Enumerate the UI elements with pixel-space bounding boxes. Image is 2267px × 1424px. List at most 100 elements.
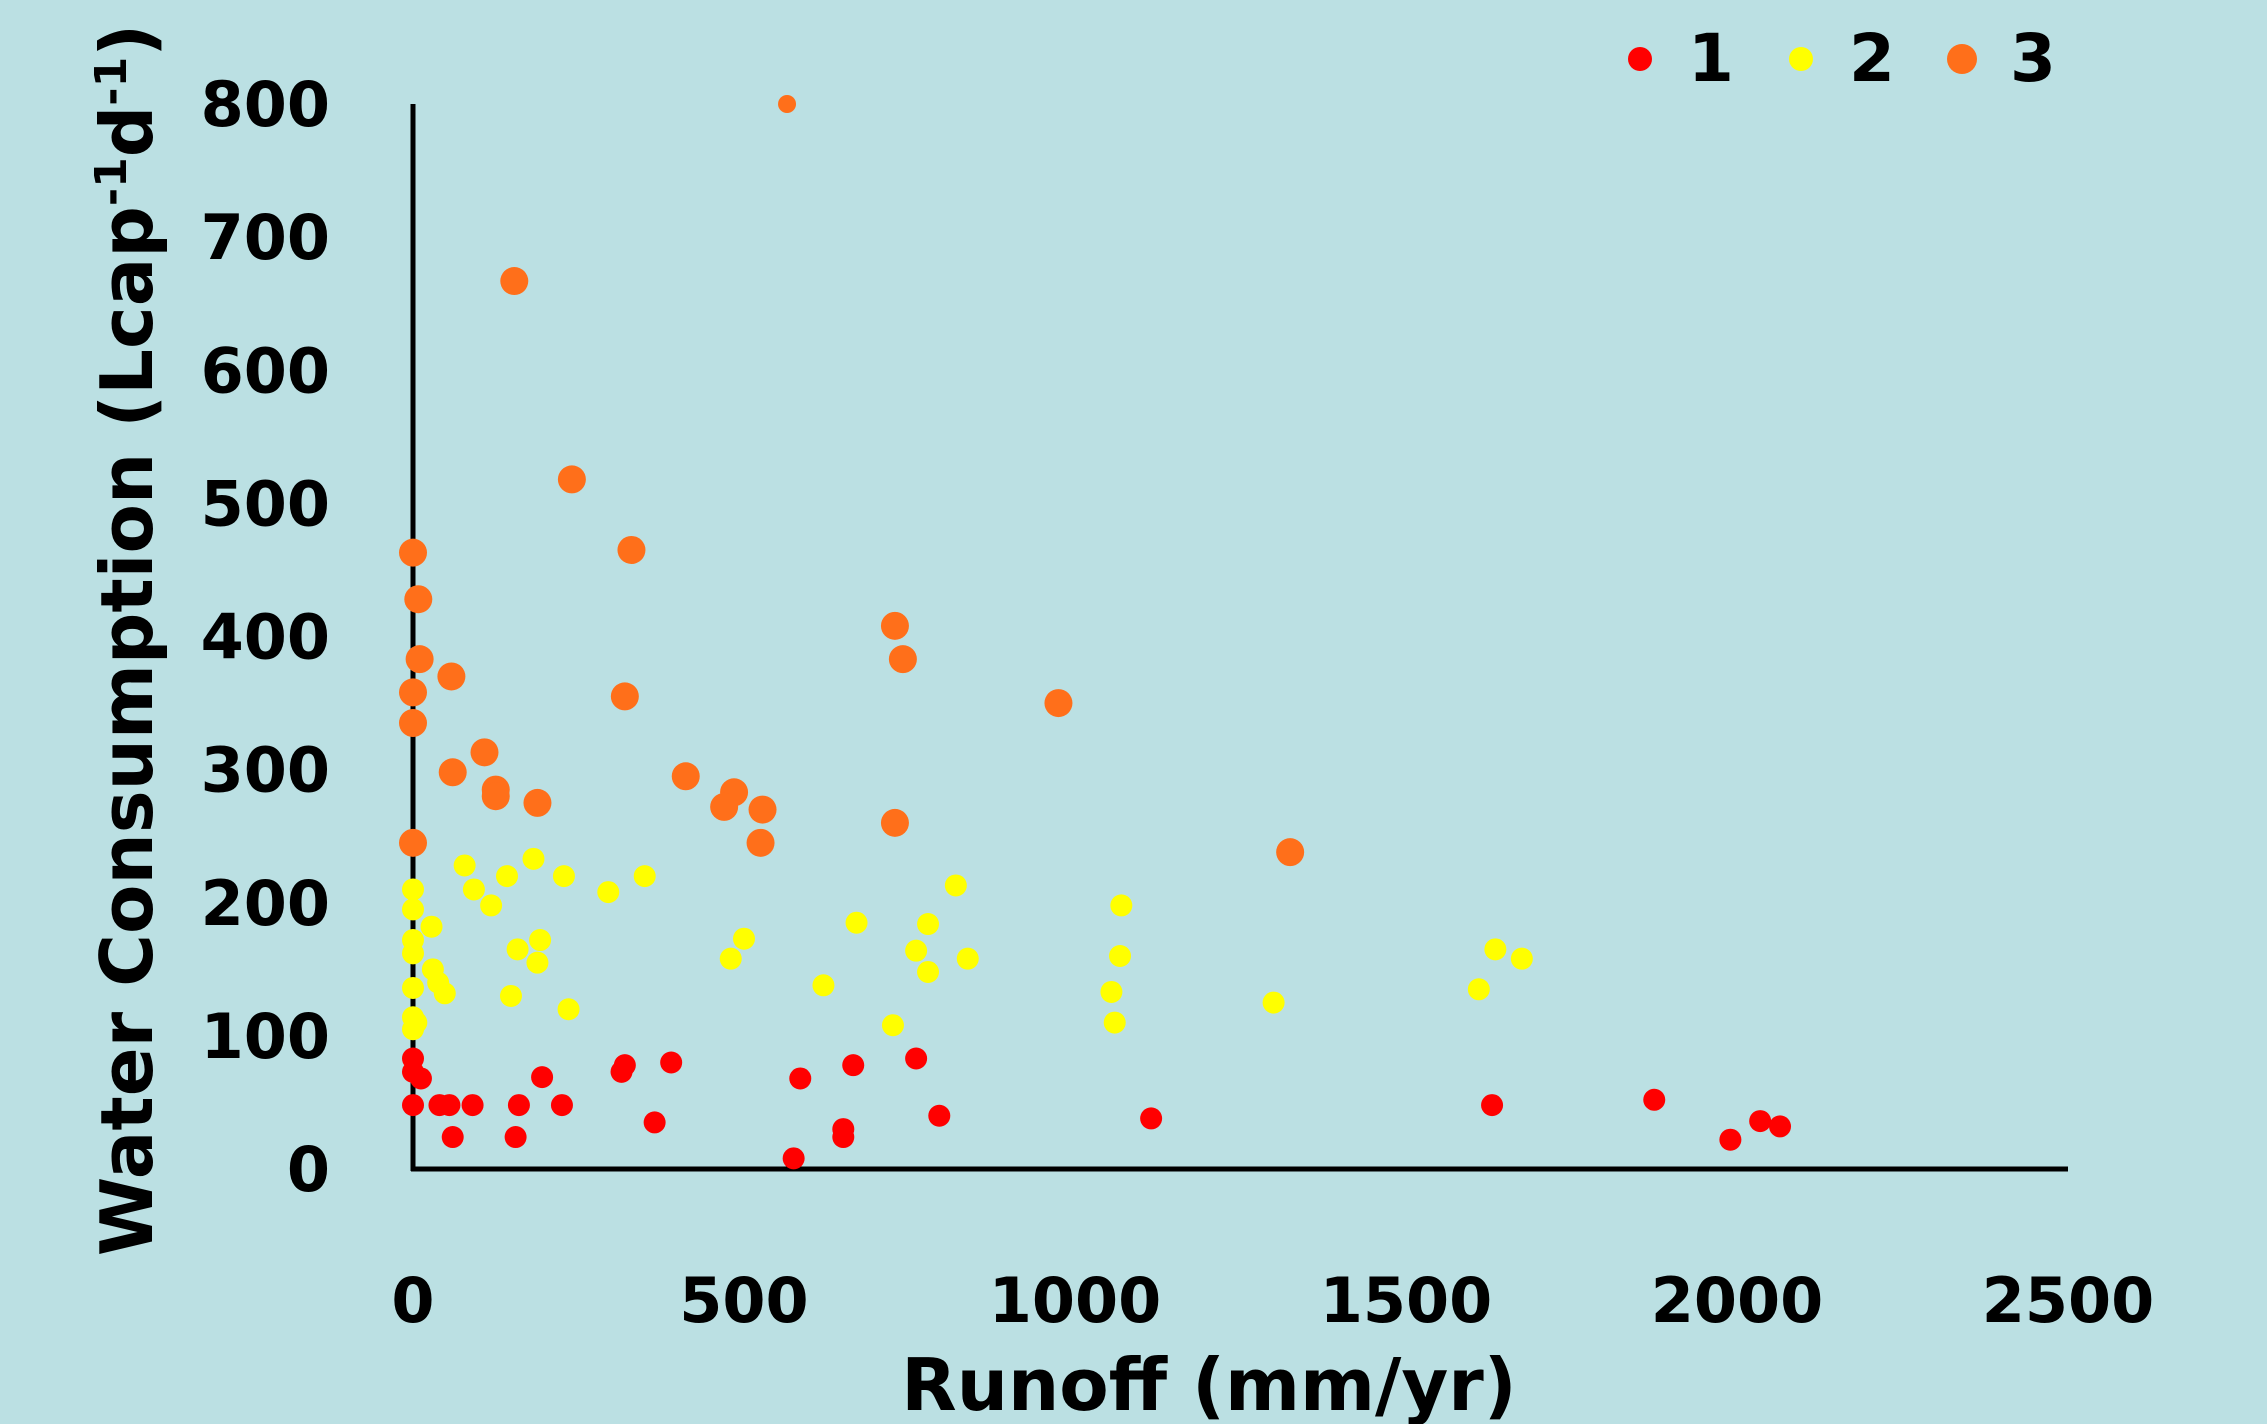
data-point-series-2 [1110, 894, 1133, 917]
data-point-series-2 [597, 881, 620, 904]
data-point-series-3 [610, 682, 639, 711]
data-point-series-2 [402, 878, 424, 901]
data-point-series-3 [880, 808, 909, 837]
y-tick-label: 200 [201, 867, 330, 940]
data-point-series-3 [470, 738, 499, 767]
data-point-series-2 [881, 1014, 904, 1037]
data-point-series-2 [733, 927, 755, 950]
data-point-series-3 [617, 535, 646, 564]
data-point-series-2 [633, 865, 656, 888]
data-point-series-3 [405, 645, 434, 674]
x-tick-label: 1500 [1320, 1264, 1493, 1337]
legend-marker-1 [1628, 47, 1652, 71]
data-point-series-3 [399, 538, 427, 567]
data-points [399, 95, 1792, 1170]
y-tick-label: 300 [201, 734, 330, 807]
data-point-series-1 [1769, 1115, 1792, 1138]
x-tick-label: 2000 [1651, 1264, 1824, 1337]
data-point-series-1 [504, 1126, 527, 1149]
x-tick-label: 1000 [989, 1264, 1162, 1337]
data-point-series-1 [1719, 1128, 1742, 1151]
data-point-series-3 [437, 662, 466, 691]
data-point-series-2 [402, 898, 424, 921]
data-point-series-2 [480, 894, 503, 917]
data-point-series-2 [499, 984, 522, 1007]
data-point-series-1 [1481, 1094, 1504, 1117]
data-point-series-2 [1484, 938, 1507, 961]
data-point-series-3 [404, 585, 433, 614]
data-point-series-3 [880, 611, 909, 640]
data-point-series-2 [1262, 991, 1285, 1014]
data-point-series-2 [462, 878, 485, 901]
data-point-series-1 [660, 1051, 683, 1074]
y-tick-label: 100 [201, 1000, 330, 1073]
data-point-series-2 [402, 942, 424, 965]
data-point-series-2 [1103, 1011, 1126, 1034]
data-point-series-1 [643, 1111, 666, 1134]
data-point-series-2 [526, 951, 549, 974]
data-point-series-3 [671, 762, 700, 791]
x-tick-label: 0 [391, 1264, 434, 1337]
data-point-series-1 [928, 1104, 951, 1127]
data-point-series-2 [845, 911, 868, 934]
data-point-series-2 [1510, 947, 1533, 970]
data-point-series-1 [789, 1067, 812, 1090]
data-point-series-2 [506, 938, 529, 961]
data-point-series-2 [552, 865, 575, 888]
y-tick-label: 0 [287, 1133, 330, 1206]
data-point-series-1 [402, 1094, 424, 1117]
legend-marker-3 [1947, 44, 1977, 74]
x-tick-label: 2500 [1982, 1264, 2155, 1337]
y-tick-label: 400 [201, 601, 330, 674]
data-point-series-1 [1140, 1107, 1163, 1130]
data-point-series-3 [399, 828, 427, 857]
legend-marker-2 [1789, 47, 1813, 71]
data-point-series-2 [405, 1011, 428, 1034]
data-point-series-2 [496, 865, 519, 888]
data-point-series-2 [956, 947, 979, 970]
data-point-series-2 [812, 974, 835, 997]
data-point-series-2 [529, 929, 552, 952]
data-point-series-1 [531, 1066, 554, 1089]
data-point-series-1 [409, 1067, 432, 1090]
data-point-series-2 [402, 976, 424, 999]
data-point-series-1 [550, 1094, 573, 1117]
y-tick-label: 500 [201, 467, 330, 540]
data-point-series-1 [441, 1126, 464, 1149]
data-point-series-1 [842, 1054, 865, 1077]
data-point-series-3 [888, 645, 917, 674]
data-point-series-3 [500, 267, 529, 296]
y-tick-label: 800 [201, 68, 330, 141]
data-point-series-2 [433, 982, 456, 1005]
data-point-series-1 [507, 1094, 530, 1117]
legend: 1 2 3 [1628, 20, 2056, 97]
data-point-series-1 [613, 1054, 636, 1077]
y-axis-title: Water Consumption (Lcap-1d-1) [85, 24, 169, 1256]
data-point-series-3 [557, 465, 586, 494]
x-axis-title: Runoff (mm/yr) [901, 1343, 1516, 1424]
data-point-series-2 [1100, 980, 1123, 1003]
data-point-series-1 [1749, 1110, 1772, 1133]
data-point-series-3 [710, 792, 739, 821]
data-point-series-3 [399, 678, 427, 707]
y-tick-labels: 0 100 200 300 400 500 600 700 800 [201, 68, 330, 1206]
data-point-series-2 [905, 939, 928, 962]
data-point-series-2 [1467, 978, 1490, 1001]
data-point-series-1 [832, 1126, 855, 1149]
legend-label-2: 2 [1849, 20, 1895, 97]
data-point-series-3 [399, 709, 427, 738]
data-point-series-2 [944, 874, 967, 897]
data-point-series-3 [438, 758, 467, 787]
data-point-series-1 [1643, 1088, 1666, 1111]
data-point-series-3 [748, 795, 777, 824]
data-point-series-2 [420, 915, 443, 938]
legend-label-1: 1 [1688, 20, 1734, 97]
y-tick-label: 700 [201, 201, 330, 274]
data-point-series-3 [481, 782, 510, 811]
data-point-series-2 [557, 998, 580, 1021]
x-tick-label: 500 [679, 1264, 808, 1337]
data-point-series-2 [917, 913, 940, 936]
data-point-series-1 [438, 1094, 461, 1117]
data-point-series-3 [746, 828, 775, 857]
